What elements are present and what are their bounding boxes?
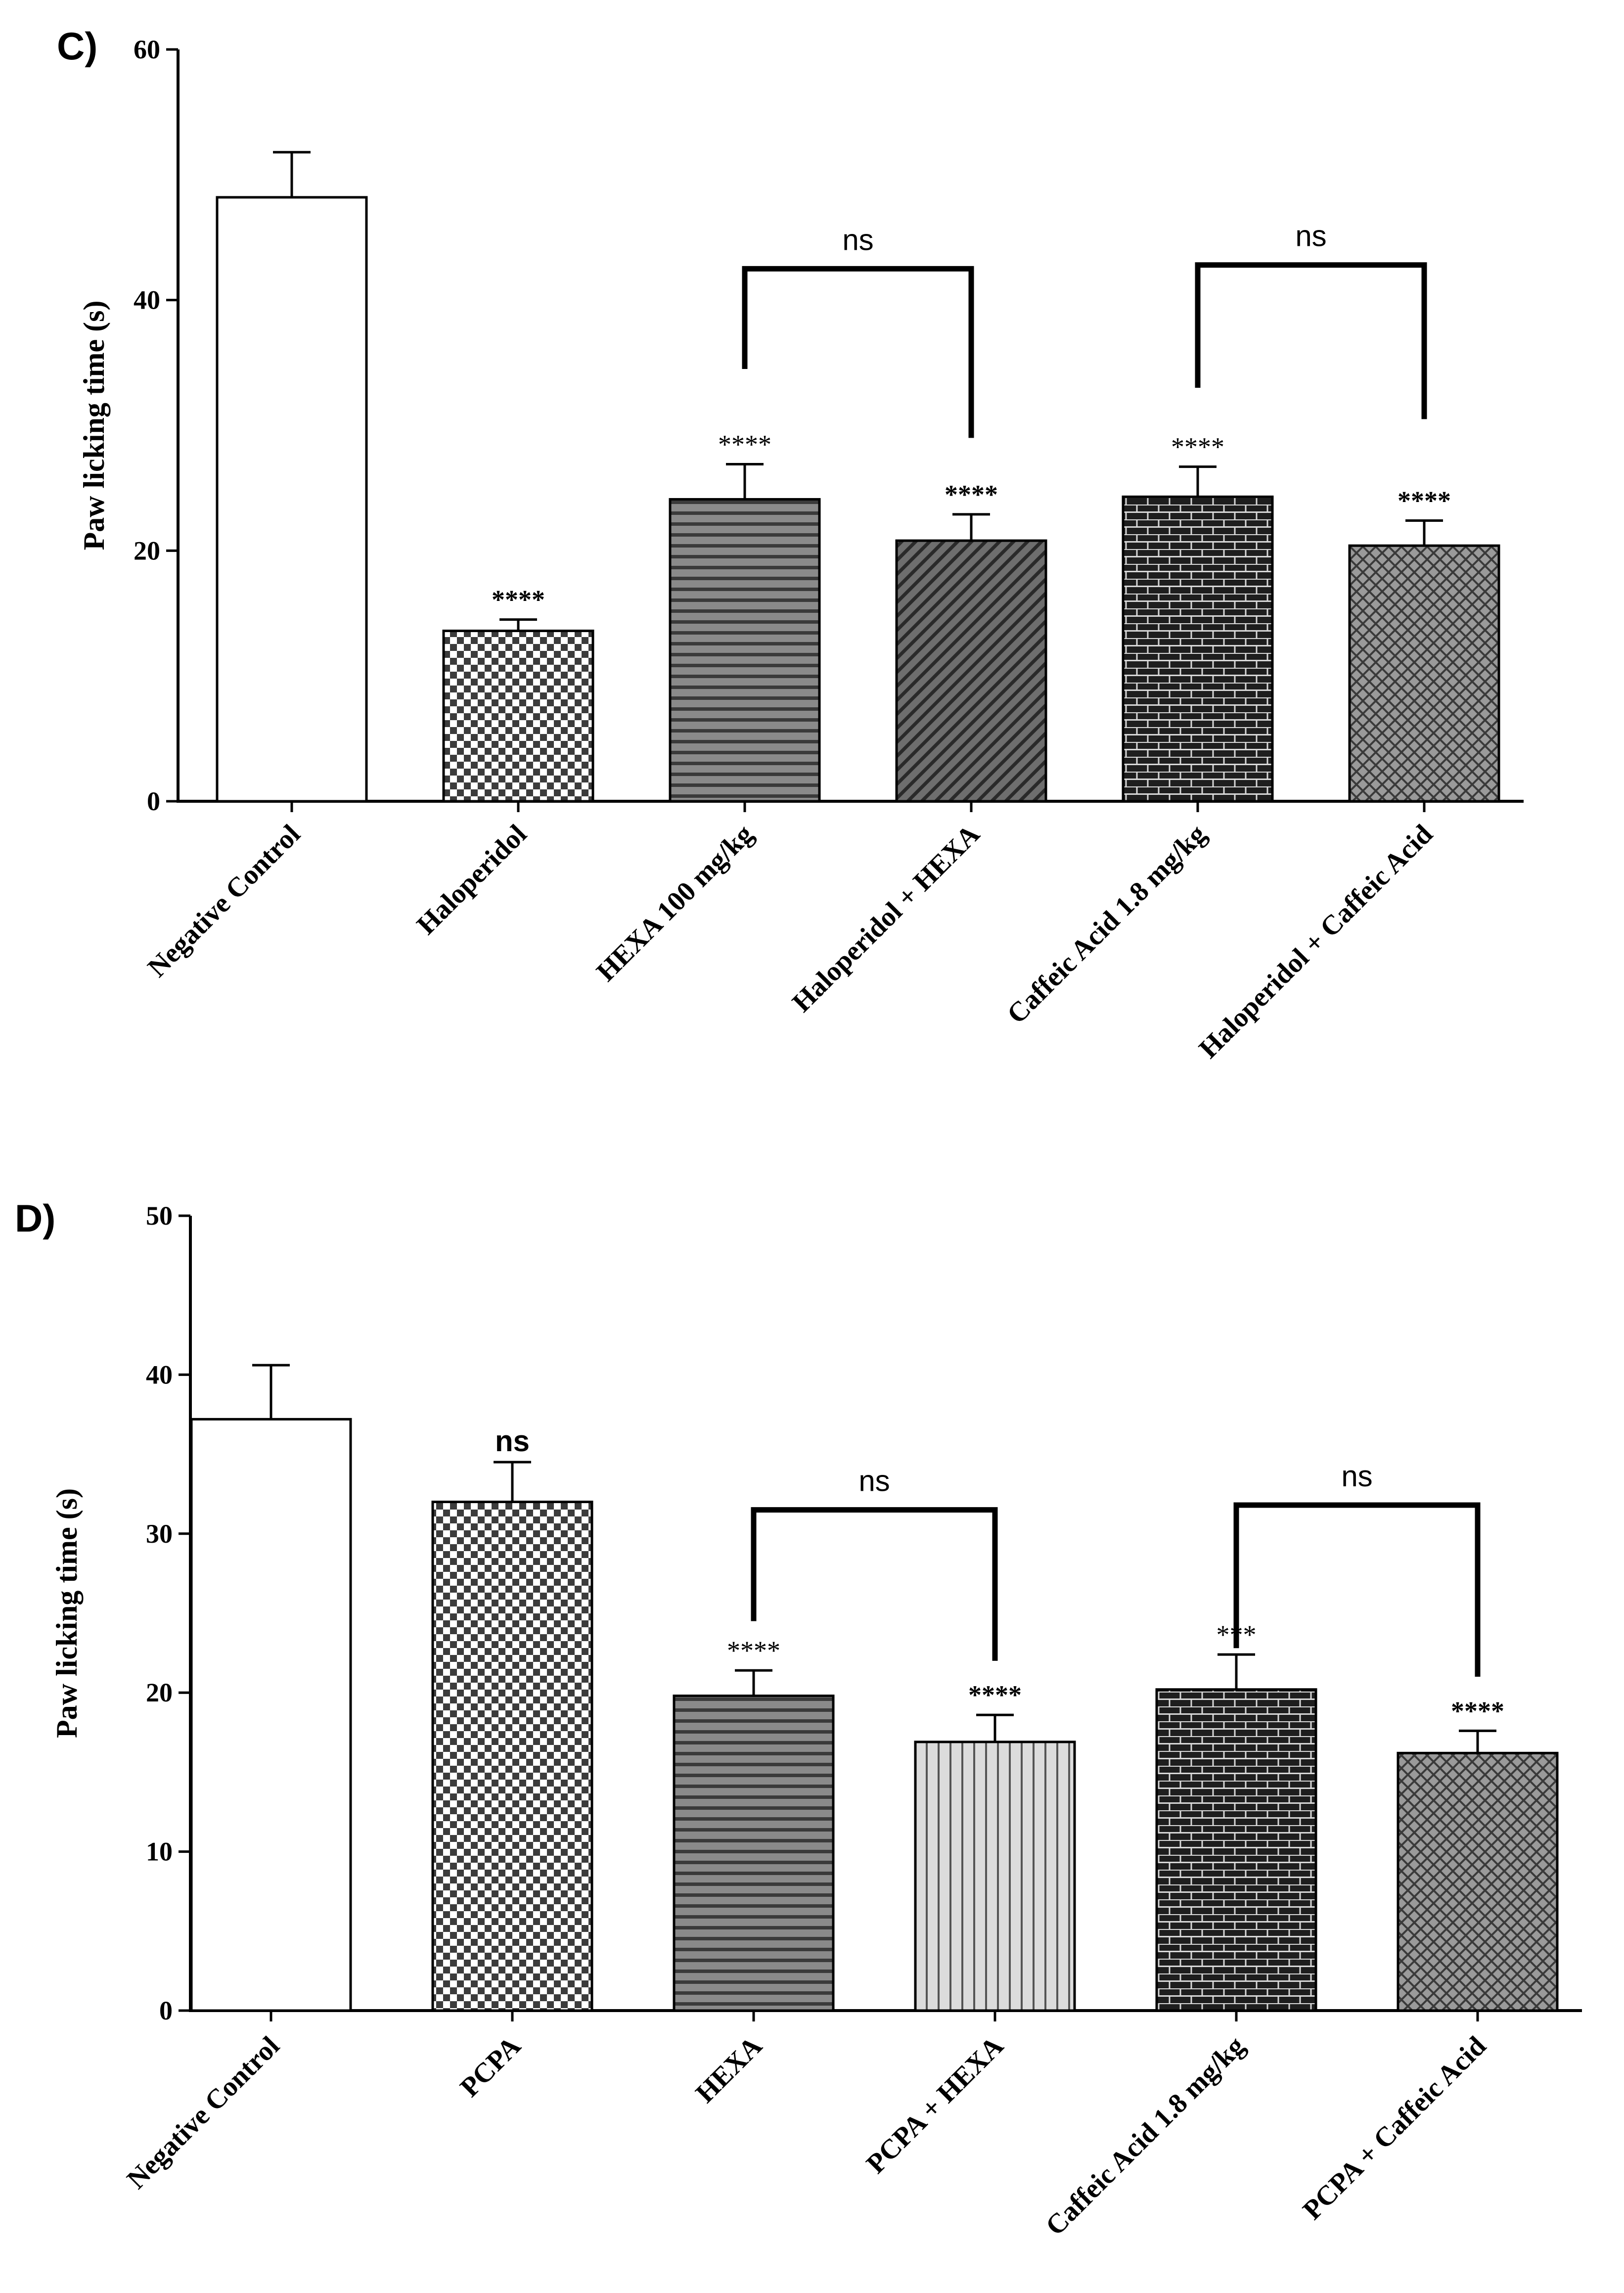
- panel-c-bracket-label: ns: [842, 223, 873, 256]
- panel-d-bar: [431, 1501, 593, 2012]
- panel-d-y-tick-label: 30: [146, 1519, 173, 1549]
- panel-d-comparison-bracket: [751, 1507, 998, 1661]
- panel-c-comparison-bracket: [742, 266, 974, 438]
- panel-d-bar: [190, 1418, 352, 2012]
- panel-d-category-label: Caffeic Acid 1.8 mg/kg: [1040, 2030, 1251, 2242]
- panel-c-category-label: Haloperidol + HEXA: [786, 819, 986, 1018]
- panel-c-y-tick-label: 60: [134, 35, 160, 64]
- panel-c-y-axis-label: Paw licking time (s): [78, 301, 110, 550]
- panel-d-bracket-label: ns: [858, 1465, 890, 1498]
- panel-d-letter: D): [15, 1196, 55, 1240]
- panel-c-significance-label: ****: [1398, 486, 1451, 516]
- panel-c-y-tick-label: 40: [134, 285, 160, 315]
- panel-d-bar: [914, 1741, 1076, 2012]
- panel-d-comparison-bracket: [1233, 1502, 1481, 1677]
- panel-c-bar: [895, 539, 1047, 803]
- panel-d-significance-label: ****: [968, 1680, 1022, 1710]
- panel-d-bar: [1155, 1688, 1317, 2012]
- panel-c-bar: [669, 498, 821, 803]
- panel-c-significance-label: ****: [1171, 432, 1224, 462]
- panel-c-significance-label: ****: [945, 480, 998, 509]
- panel-d-bracket-label: ns: [1341, 1460, 1372, 1493]
- panel-c-y-tick-label: 0: [147, 786, 160, 816]
- panel-d-y-tick-label: 0: [159, 1996, 173, 2025]
- panel-c-bar: [1348, 544, 1500, 803]
- panel-c-bar: [442, 629, 594, 803]
- panel-d-category-label: PCPA: [454, 2030, 527, 2103]
- panel-d-y-axis-label: Paw licking time (s): [50, 1488, 83, 1738]
- panel-d-category-label: HEXA: [690, 2030, 768, 2109]
- panel-c-bracket-label: ns: [1295, 220, 1326, 253]
- panel-c-significance-label: ****: [718, 430, 771, 459]
- panel-c-bar: [216, 196, 368, 803]
- panel-c: C) 0 20 40 60 Paw licking time (s) Negative Co…: [57, 24, 1524, 1064]
- panel-d-category-label: PCPA + Caffeic Acid: [1297, 2030, 1492, 2225]
- panel-d-category-label: Negative Control: [121, 2030, 285, 2195]
- panel-c-category-label: Haloperidol: [411, 819, 533, 940]
- panel-d-significance-label: ****: [1451, 1696, 1504, 1726]
- panel-c-significance-label: ****: [492, 585, 545, 615]
- panel-d-y-tick-label: 40: [146, 1360, 173, 1389]
- panel-d-significance-label: ****: [727, 1636, 780, 1665]
- panel-c-category-label: Negative Control: [142, 819, 306, 983]
- panel-d-y-tick-label: 20: [146, 1678, 173, 1707]
- panel-c-y-tick-label: 20: [134, 536, 160, 565]
- panel-c-comparison-bracket: [1195, 262, 1427, 419]
- panel-d: D) 0 10 20 30 40 50 Paw licking time (s) Negativ…: [15, 1196, 1582, 2242]
- panel-d-bar: [1397, 1751, 1559, 2012]
- panel-d-significance-label: ns: [495, 1424, 530, 1458]
- panel-d-y-tick-label: 50: [146, 1201, 173, 1231]
- panel-d-bar: [673, 1695, 835, 2012]
- panel-d-category-label: PCPA + HEXA: [860, 2030, 1009, 2179]
- panel-c-category-label: Caffeic Acid 1.8 mg/kg: [1001, 819, 1213, 1030]
- panel-c-letter: C): [57, 24, 97, 68]
- panel-c-bar: [1122, 495, 1274, 803]
- panel-c-category-label: HEXA 100 mg/kg: [590, 819, 759, 987]
- panel-d-y-tick-label: 10: [146, 1837, 173, 1867]
- panel-c-category-label: Haloperidol + Caffeic Acid: [1193, 819, 1439, 1064]
